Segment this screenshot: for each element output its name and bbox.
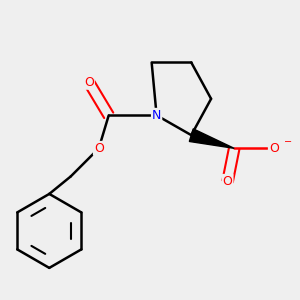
Text: O: O [94, 142, 104, 155]
Text: N: N [152, 109, 161, 122]
Text: O: O [84, 76, 94, 89]
Polygon shape [189, 129, 234, 148]
Text: O: O [269, 142, 279, 155]
Text: −: − [284, 137, 292, 147]
Text: O: O [223, 175, 232, 188]
